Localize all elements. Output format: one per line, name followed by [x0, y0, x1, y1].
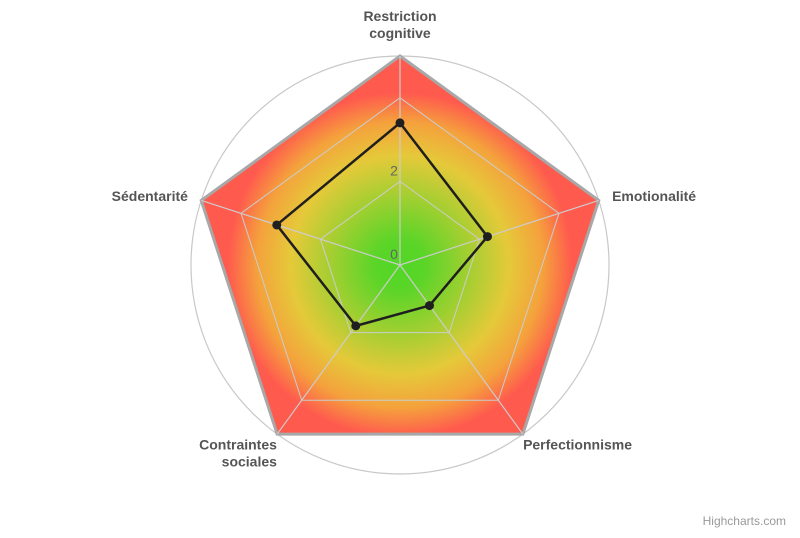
axis-label: Sédentarité: [112, 188, 188, 204]
series-point: [351, 321, 361, 331]
axis-label: Emotionalité: [612, 188, 696, 204]
axis-label-line: Restriction: [363, 8, 436, 24]
axis-label-line: Sédentarité: [112, 188, 188, 204]
axis-label: Perfectionnisme: [523, 436, 632, 452]
tick-label: 2: [390, 162, 398, 178]
grid: [201, 56, 599, 435]
series: [272, 118, 492, 331]
axis-label: Contraintes sociales: [199, 436, 277, 469]
grid-spoke: [276, 264, 401, 435]
series-point: [424, 301, 434, 311]
grid-spoke: [399, 199, 599, 266]
axis-label-line: cognitive: [369, 25, 431, 41]
axis-label-line: Contraintes: [199, 436, 277, 452]
tick-label: 0: [390, 246, 398, 262]
series-point: [272, 220, 282, 230]
axis-label-line: Perfectionnisme: [523, 436, 632, 452]
grid-ring: [319, 180, 481, 334]
grid-spoke: [399, 264, 524, 435]
axis-label-line: Emotionalité: [612, 188, 696, 204]
credits-link[interactable]: Highcharts.com: [703, 514, 786, 528]
axis-labels: Restriction cognitive Emotionalité Perfecti…: [112, 8, 697, 469]
series-point: [395, 118, 405, 128]
tick-labels: 02: [390, 162, 398, 262]
grid-spoke: [201, 199, 401, 266]
series-point: [482, 232, 492, 242]
series-line: [275, 121, 489, 328]
axis-label: Restriction cognitive: [363, 8, 436, 41]
grid-ring: [240, 97, 560, 401]
axis-label-line: sociales: [222, 453, 277, 469]
